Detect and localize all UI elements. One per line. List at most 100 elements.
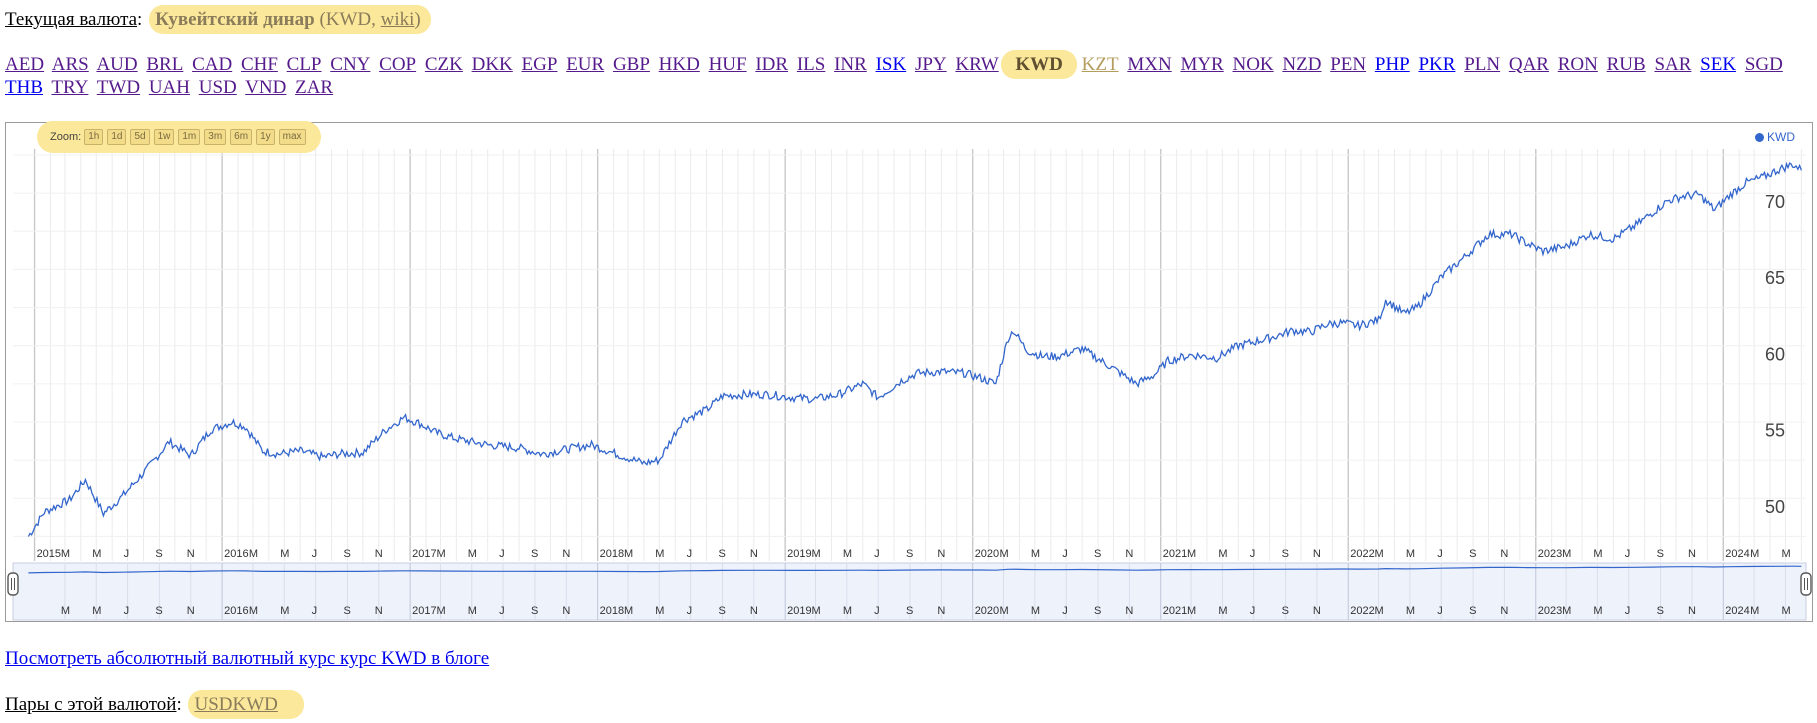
x-tick-month: N [187, 548, 195, 560]
navigator-year-label: 2019 [787, 605, 811, 617]
currency-link-sek[interactable]: SEK [1700, 54, 1737, 75]
navigator-right-handle[interactable] [1800, 572, 1812, 596]
x-tick-month: N [1313, 548, 1321, 560]
currency-link-qar[interactable]: QAR [1508, 54, 1549, 75]
currency-link-czk[interactable]: CZK [424, 54, 463, 75]
navigator-year-label: 2024 [1725, 605, 1749, 617]
blog-link[interactable]: Посмотреть абсолютный валютный курс курс… [5, 648, 490, 669]
x-tick-month: M [1000, 548, 1009, 560]
x-tick-month: N [1688, 548, 1696, 560]
currency-link-sgd[interactable]: SGD [1744, 54, 1783, 75]
currency-link-huf[interactable]: HUF [708, 54, 747, 75]
currency-link-zar[interactable]: ZAR [295, 77, 334, 98]
currency-link-cad[interactable]: CAD [192, 54, 233, 75]
wiki-link[interactable]: wiki [380, 9, 415, 30]
currency-link-rub[interactable]: RUB [1606, 54, 1646, 75]
navigator-month-label: M [1031, 605, 1040, 617]
currency-link-hkd[interactable]: HKD [658, 54, 700, 75]
currency-link-clp[interactable]: CLP [286, 54, 322, 75]
currency-link-egp[interactable]: EGP [521, 54, 558, 75]
x-tick-month: J [687, 548, 693, 560]
chart-legend[interactable]: KWD [1755, 130, 1795, 144]
x-tick-month: N [750, 548, 758, 560]
navigator-series-line [28, 565, 1802, 574]
currency-link-nzd[interactable]: NZD [1282, 54, 1322, 75]
currency-link-kzt[interactable]: KZT [1081, 54, 1119, 75]
currency-link-isk[interactable]: ISK [875, 54, 907, 75]
currency-link-cny[interactable]: CNY [330, 54, 371, 75]
x-tick-month: M [811, 548, 820, 560]
currency-link-inr[interactable]: INR [834, 54, 867, 75]
navigator-month-label: M [1187, 605, 1196, 617]
current-currency-code: (KWD, [319, 9, 381, 30]
x-tick-year: 2016 [224, 548, 248, 560]
x-tick-year: 2023 [1538, 548, 1562, 560]
x-tick-month: J [1437, 548, 1443, 560]
zoom-button-6m[interactable]: 6m [230, 129, 253, 145]
currency-link-mxn[interactable]: MXN [1127, 54, 1172, 75]
pair-link-usdkwd[interactable]: USDKWD [194, 694, 278, 715]
navigator-month-label: N [1688, 605, 1696, 617]
zoom-button-1w[interactable]: 1w [153, 129, 175, 145]
currency-link-cop[interactable]: COP [379, 54, 417, 75]
currency-link-eur[interactable]: EUR [566, 54, 605, 75]
x-tick-month: J [312, 548, 318, 560]
zoom-button-1d[interactable]: 1d [107, 129, 127, 145]
navigator-month-label: J [687, 605, 693, 617]
currency-link-pen[interactable]: PEN [1330, 54, 1367, 75]
currency-link-pln[interactable]: PLN [1464, 54, 1501, 75]
navigator-left-handle[interactable] [7, 572, 19, 596]
currency-link-krw[interactable]: KRW [955, 54, 999, 75]
x-tick-month: M [280, 548, 289, 560]
navigator-month-label: N [562, 605, 570, 617]
currency-link-chf[interactable]: CHF [240, 54, 278, 75]
x-tick-month: N [937, 548, 945, 560]
y-tick-label: 55 [1765, 421, 1785, 441]
currency-link-ils[interactable]: ILS [796, 54, 826, 75]
zoom-button-1y[interactable]: 1y [256, 129, 275, 145]
navigator-month-label: S [1282, 605, 1289, 617]
x-tick-month: M [1781, 548, 1790, 560]
x-tick-year: 2018 [600, 548, 624, 560]
currency-link-pkr[interactable]: PKR [1418, 54, 1456, 75]
currency-link-thb[interactable]: THB [5, 77, 43, 98]
currency-link-php[interactable]: PHP [1374, 54, 1410, 75]
zoom-label: Zoom: [50, 131, 82, 143]
x-tick-month: J [124, 548, 130, 560]
currency-link-vnd[interactable]: VND [245, 77, 287, 98]
currency-link-idr[interactable]: IDR [755, 54, 789, 75]
navigator-month-label: S [1469, 605, 1476, 617]
currency-link-myr[interactable]: MYR [1180, 54, 1224, 75]
currency-link-uah[interactable]: UAH [148, 77, 190, 98]
currency-link-gbp[interactable]: GBP [612, 54, 650, 75]
currency-link-nok[interactable]: NOK [1232, 54, 1274, 75]
x-tick-month: M [249, 548, 258, 560]
currency-link-try[interactable]: TRY [51, 77, 89, 98]
zoom-button-1m[interactable]: 1m [178, 129, 201, 145]
currency-link-dkk[interactable]: DKK [471, 54, 513, 75]
navigator-year-label: 2017 [412, 605, 436, 617]
current-currency-colon: : [137, 9, 143, 30]
currency-link-ars[interactable]: ARS [51, 54, 89, 75]
zoom-button-5d[interactable]: 5d [130, 129, 150, 145]
currency-link-aed[interactable]: AED [5, 54, 45, 75]
zoom-button-max[interactable]: max [278, 129, 306, 145]
currency-link-usd[interactable]: USD [198, 77, 237, 98]
x-tick-month: N [1500, 548, 1508, 560]
navigator-month-label: M [280, 605, 289, 617]
x-tick-month: S [155, 548, 162, 560]
currency-link-ron[interactable]: RON [1557, 54, 1598, 75]
navigator-month-label: M [1000, 605, 1009, 617]
currency-link-twd[interactable]: TWD [96, 77, 141, 98]
y-tick-label: 65 [1765, 268, 1785, 288]
currency-link-jpy[interactable]: JPY [914, 54, 947, 75]
current-currency-close: ) [414, 9, 421, 30]
zoom-button-1h[interactable]: 1h [84, 129, 104, 145]
x-tick-month: S [531, 548, 538, 560]
currency-link-brl[interactable]: BRL [146, 54, 184, 75]
currency-link-aud[interactable]: AUD [96, 54, 138, 75]
x-tick-year: 2021 [1163, 548, 1187, 560]
currency-link-sar[interactable]: SAR [1654, 54, 1692, 75]
zoom-button-3m[interactable]: 3m [204, 129, 227, 145]
